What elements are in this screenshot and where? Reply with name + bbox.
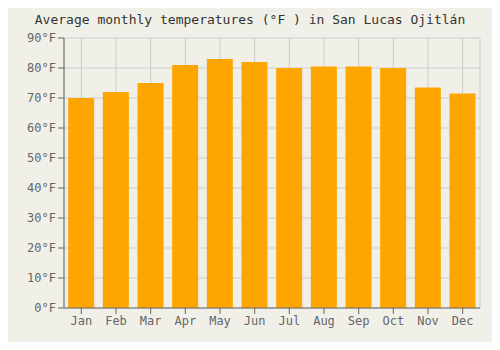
svg-text:Mar: Mar (140, 314, 162, 328)
svg-text:80°F: 80°F (27, 61, 56, 75)
svg-text:May: May (209, 314, 231, 328)
svg-text:90°F: 90°F (27, 32, 56, 45)
svg-text:Jan: Jan (70, 314, 92, 328)
svg-text:Sep: Sep (348, 314, 370, 328)
svg-text:10°F: 10°F (27, 271, 56, 285)
svg-text:Aug: Aug (313, 314, 335, 328)
svg-text:30°F: 30°F (27, 211, 56, 225)
html-text:Average monthly temperatures (: Average monthly temperatures (°F ) in Sa… (34, 12, 466, 27)
svg-text:50°F: 50°F (27, 151, 56, 165)
svg-text:Dec: Dec (452, 314, 474, 328)
svg-text:0°F: 0°F (34, 301, 56, 315)
svg-text:Jul: Jul (278, 314, 300, 328)
svg-text:60°F: 60°F (27, 121, 56, 135)
svg-text:Apr: Apr (174, 314, 196, 328)
svg-text:Nov: Nov (417, 314, 439, 328)
svg-text:70°F: 70°F (27, 91, 56, 105)
svg-text:Oct: Oct (382, 314, 404, 328)
svg-text:Feb: Feb (105, 314, 127, 328)
svg-text:Jun: Jun (244, 314, 266, 328)
svg-text:20°F: 20°F (27, 241, 56, 255)
svg-text:40°F: 40°F (27, 181, 56, 195)
